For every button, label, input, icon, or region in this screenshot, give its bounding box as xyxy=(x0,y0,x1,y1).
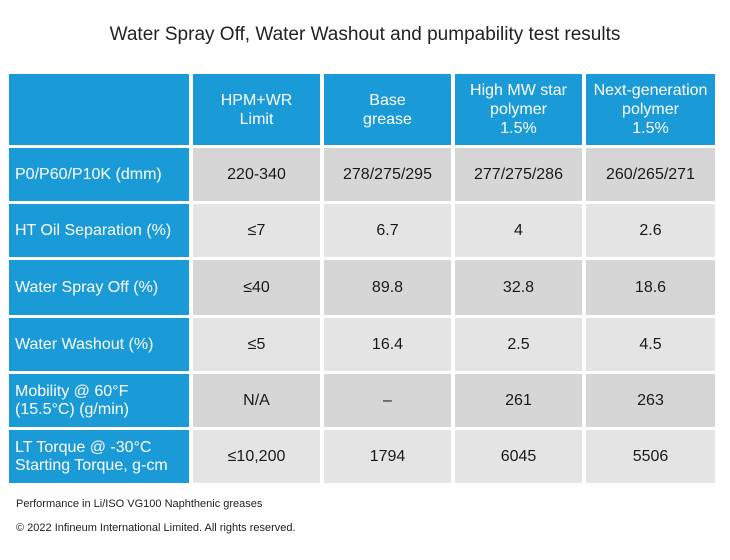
header-line: Base xyxy=(369,91,406,109)
copyright-notice: © 2022 Infineum International Limited. A… xyxy=(16,522,296,534)
table-row: LT Torque @ -30°C Starting Torque, g-cm … xyxy=(9,430,715,483)
row-label-line: Starting Torque, g-cm xyxy=(15,456,168,474)
row-label-line: Water Washout (%) xyxy=(15,335,154,353)
table-title: Water Spray Off, Water Washout and pumpa… xyxy=(109,24,621,45)
table-row: HT Oil Separation (%) ≤7 6.7 4 2.6 xyxy=(9,204,715,257)
header-corner-cell xyxy=(9,74,189,145)
table-cell: ≤10,200 xyxy=(193,430,320,483)
table-cell: 2.6 xyxy=(586,204,715,257)
row-label: Water Spray Off (%) xyxy=(9,260,189,315)
table-row: Mobility @ 60°F (15.5°C) (g/min) N/A – 2… xyxy=(9,374,715,427)
table-cell: 277/275/286 xyxy=(455,148,582,201)
table-cell: 2.5 xyxy=(455,318,582,371)
column-header-hpm-wr-limit: HPM+WR Limit xyxy=(193,74,320,145)
row-label-line: Water Spray Off (%) xyxy=(15,278,159,296)
table-row: P0/P60/P10K (dmm) 220-340 278/275/295 27… xyxy=(9,148,715,201)
table-cell: – xyxy=(324,374,451,427)
table-cell: ≤7 xyxy=(193,204,320,257)
header-line: polymer xyxy=(622,101,679,118)
table-cell: ≤5 xyxy=(193,318,320,371)
header-line: polymer xyxy=(490,101,547,118)
table-cell: 89.8 xyxy=(324,260,451,315)
table-cell: ≤40 xyxy=(193,260,320,315)
column-header-high-mw-star-polymer: High MW star polymer 1.5% xyxy=(455,74,582,145)
table-cell: 4 xyxy=(455,204,582,257)
table-cell: 278/275/295 xyxy=(324,148,451,201)
row-label-line: LT Torque @ -30°C xyxy=(15,438,152,456)
table-cell: 18.6 xyxy=(586,260,715,315)
table-cell: 260/265/271 xyxy=(586,148,715,201)
header-line: High MW star xyxy=(470,82,567,99)
table-cell: 220-340 xyxy=(193,148,320,201)
footnote: Performance in Li/ISO VG100 Naphthenic g… xyxy=(16,498,263,510)
table-cell: 261 xyxy=(455,374,582,427)
table-row: Water Spray Off (%) ≤40 89.8 32.8 18.6 xyxy=(9,260,715,315)
row-label-line: (15.5°C) (g/min) xyxy=(15,400,129,418)
column-header-next-generation-polymer: Next-generation polymer 1.5% xyxy=(586,74,715,145)
row-label: HT Oil Separation (%) xyxy=(9,204,189,257)
table-cell: 263 xyxy=(586,374,715,427)
header-line: Limit xyxy=(239,110,274,128)
column-header-base-grease: Base grease xyxy=(324,74,451,145)
table-cell: 1794 xyxy=(324,430,451,483)
table-cell: 6.7 xyxy=(324,204,451,257)
header-line: Next-generation xyxy=(593,82,708,99)
table-cell: 16.4 xyxy=(324,318,451,371)
row-label-line: P0/P60/P10K (dmm) xyxy=(15,165,162,183)
row-label: P0/P60/P10K (dmm) xyxy=(9,148,189,201)
table-cell: 6045 xyxy=(455,430,582,483)
table-header-row: HPM+WR Limit Base grease High MW star po… xyxy=(9,74,715,145)
table-cell: N/A xyxy=(193,374,320,427)
row-label: Mobility @ 60°F (15.5°C) (g/min) xyxy=(9,374,189,427)
header-line: 1.5% xyxy=(632,120,669,137)
row-label-line: Mobility @ 60°F xyxy=(15,382,129,400)
header-line: HPM+WR xyxy=(220,91,293,109)
row-label: Water Washout (%) xyxy=(9,318,189,371)
table-cell: 5506 xyxy=(586,430,715,483)
row-label-line: HT Oil Separation (%) xyxy=(15,221,172,239)
header-line: 1.5% xyxy=(500,120,537,137)
header-line: grease xyxy=(363,110,412,128)
row-label: LT Torque @ -30°C Starting Torque, g-cm xyxy=(9,430,189,483)
table-cell: 32.8 xyxy=(455,260,582,315)
results-table: HPM+WR Limit Base grease High MW star po… xyxy=(5,71,719,486)
table-cell: 4.5 xyxy=(586,318,715,371)
table-row: Water Washout (%) ≤5 16.4 2.5 4.5 xyxy=(9,318,715,371)
